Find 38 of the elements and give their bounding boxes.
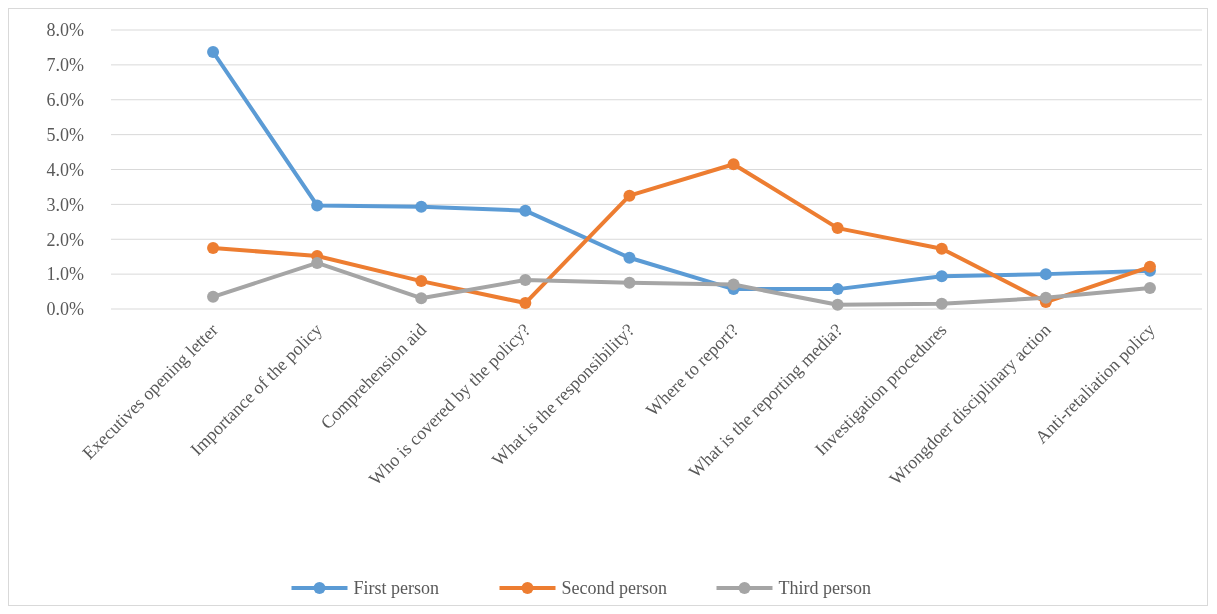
- point: [831, 283, 844, 296]
- point: [1143, 260, 1156, 273]
- point: [1039, 291, 1052, 304]
- y-tick-label: 2.0%: [46, 229, 84, 250]
- point: [1143, 282, 1156, 295]
- y-tick-label: 0.0%: [46, 299, 84, 320]
- point: [1039, 268, 1052, 281]
- point: [415, 275, 428, 288]
- point: [415, 292, 428, 305]
- point: [207, 45, 220, 58]
- legend-label: Second person: [561, 578, 667, 599]
- point: [311, 199, 324, 212]
- point: [519, 274, 532, 287]
- point: [831, 222, 844, 235]
- point: [727, 158, 740, 171]
- point: [519, 297, 532, 310]
- point: [623, 189, 636, 202]
- y-tick-label: 4.0%: [46, 159, 84, 180]
- point: [311, 256, 324, 269]
- legend-label: First person: [353, 578, 439, 599]
- point: [519, 204, 532, 217]
- point: [207, 241, 220, 254]
- legend-label: Third person: [778, 578, 871, 599]
- y-tick-label: 5.0%: [46, 124, 84, 145]
- y-tick-label: 7.0%: [46, 55, 84, 76]
- point: [623, 276, 636, 289]
- y-tick-label: 3.0%: [46, 194, 84, 215]
- point: [727, 278, 740, 291]
- point: [415, 200, 428, 213]
- point: [831, 298, 844, 311]
- y-tick-label: 1.0%: [46, 264, 84, 285]
- y-tick-label: 6.0%: [46, 90, 84, 111]
- point: [623, 251, 636, 264]
- y-tick-label: 8.0%: [46, 20, 84, 41]
- point: [935, 242, 948, 255]
- point: [935, 297, 948, 310]
- point: [935, 270, 948, 283]
- point: [207, 290, 220, 303]
